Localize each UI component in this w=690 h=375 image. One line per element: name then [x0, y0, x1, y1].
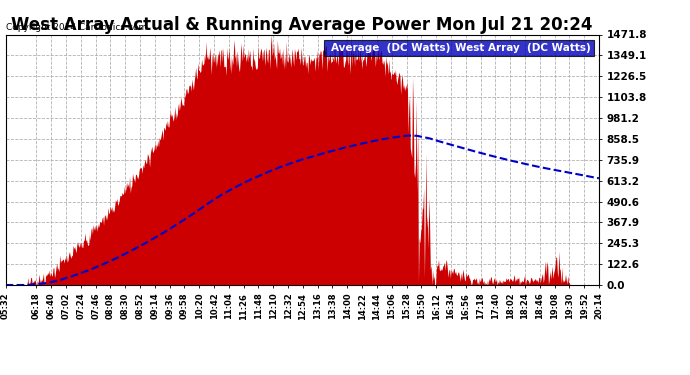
Legend: Average  (DC Watts), West Array  (DC Watts): Average (DC Watts), West Array (DC Watts… [324, 40, 593, 56]
Title: West Array Actual & Running Average Power Mon Jul 21 20:24: West Array Actual & Running Average Powe… [12, 16, 593, 34]
Text: Copyright 2014 Cartronics.com: Copyright 2014 Cartronics.com [6, 23, 147, 32]
